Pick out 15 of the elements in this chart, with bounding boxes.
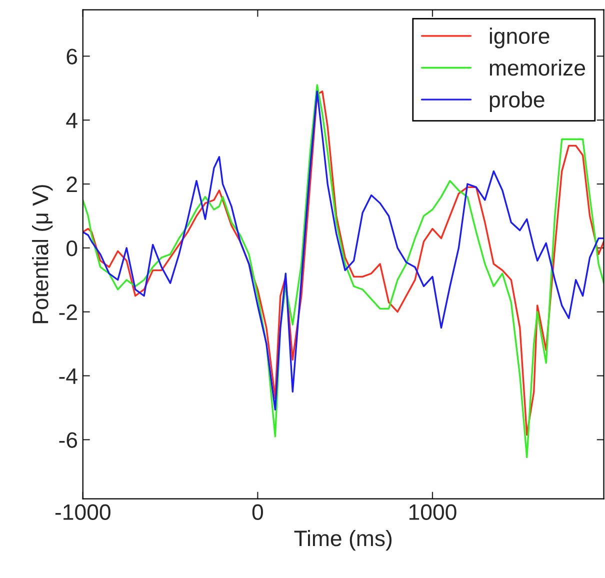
y-tick-label: -2 — [59, 304, 77, 320]
legend-label: probe — [490, 91, 544, 112]
legend-label: memorize — [490, 59, 586, 76]
x-tick-label: 0 — [252, 504, 263, 520]
x-axis-title: Time (ms) — [294, 530, 392, 551]
y-axis-title: Potential (μ V) — [32, 185, 53, 324]
y-tick-label: -6 — [59, 432, 78, 448]
x-tick-label: 1000 — [409, 504, 456, 520]
x-tick-label: -1000 — [55, 504, 110, 520]
y-tick-label: 6 — [66, 48, 78, 64]
y-tick-label: -4 — [59, 368, 78, 384]
legend-label: ignore — [490, 28, 550, 48]
y-tick-label: 2 — [66, 176, 77, 192]
y-tick-label: 0 — [66, 240, 78, 256]
y-tick-label: 4 — [66, 112, 78, 128]
